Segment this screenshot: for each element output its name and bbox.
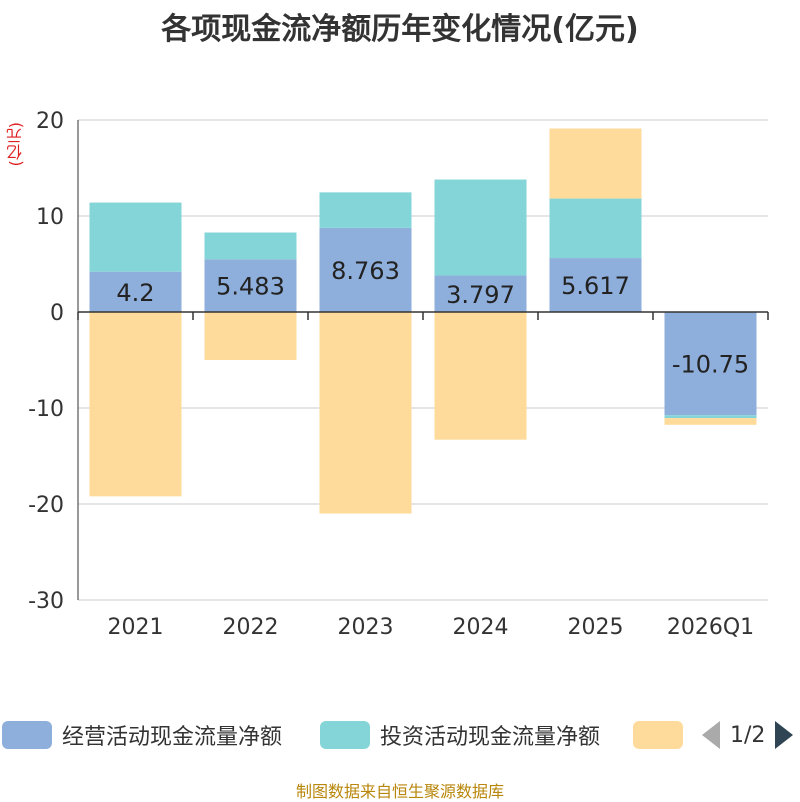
- x-tick-label: 2025: [568, 615, 624, 640]
- bar-operating: [549, 258, 642, 312]
- legend: 经营活动现金流量净额 投资活动现金流量净额 1/2: [0, 715, 800, 755]
- y-tick-label: -20: [28, 493, 64, 518]
- bar-financing: [204, 312, 297, 360]
- data-source-note: 制图数据来自恒生聚源数据库: [295, 782, 504, 801]
- bar-chart: 20 10 0 -10 -20 -30 4.2 5.483 8.763 3.797 5.617 -10…: [28, 109, 769, 640]
- legend-item-investing[interactable]: 投资活动现金流量净额: [320, 715, 600, 755]
- bar-investing: [89, 202, 182, 272]
- y-tick-label: -10: [28, 397, 64, 422]
- bar-investing: [319, 192, 412, 228]
- legend-swatch-investing: [320, 721, 370, 749]
- bar-investing: [434, 179, 527, 276]
- legend-label-investing: 投资活动现金流量净额: [380, 725, 601, 750]
- data-label: 5.617: [561, 272, 630, 300]
- data-label: 8.763: [331, 257, 400, 285]
- legend-swatch-operating: [2, 721, 52, 749]
- chart-title: 各项现金流净额历年变化情况(亿元): [161, 12, 639, 47]
- y-tick-label: 10: [36, 205, 64, 230]
- x-tick-label: 2024: [453, 615, 509, 640]
- y-tick-label: 0: [50, 301, 64, 326]
- x-tick-label: 2026Q1: [667, 615, 754, 640]
- data-label: 5.483: [216, 273, 285, 301]
- legend-swatch-financing: [633, 721, 683, 749]
- bar-financing: [89, 312, 182, 497]
- bar-operating: [664, 312, 757, 416]
- legend-item-operating[interactable]: 经营活动现金流量净额: [2, 715, 282, 755]
- data-label: -10.75: [672, 351, 749, 379]
- data-label: 4.2: [116, 279, 154, 307]
- data-label: 3.797: [446, 281, 515, 309]
- bar-operating: [89, 271, 182, 312]
- bar-investing: [549, 198, 642, 259]
- bar-investing: [664, 415, 757, 419]
- legend-item-financing[interactable]: [633, 715, 683, 755]
- y-tick-label: 20: [36, 109, 64, 134]
- y-tick-label: -30: [28, 589, 64, 614]
- x-tick-label: 2022: [223, 615, 279, 640]
- legend-page-indicator: 1/2: [730, 722, 766, 748]
- legend-label-operating: 经营活动现金流量净额: [62, 725, 283, 750]
- next-page-icon[interactable]: [775, 721, 794, 749]
- bar-financing: [319, 312, 412, 514]
- bar-investing: [204, 232, 297, 260]
- bar-operating: [319, 227, 412, 312]
- bar-financing: [434, 312, 527, 440]
- bar-operating: [434, 275, 527, 312]
- legend-pager: 1/2: [702, 715, 794, 755]
- prev-page-icon[interactable]: [702, 721, 720, 749]
- x-tick-label: 2023: [338, 615, 394, 640]
- bar-financing: [664, 418, 757, 425]
- x-tick-label: 2021: [108, 615, 164, 640]
- bar-operating: [204, 259, 297, 312]
- bar-financing: [549, 128, 642, 199]
